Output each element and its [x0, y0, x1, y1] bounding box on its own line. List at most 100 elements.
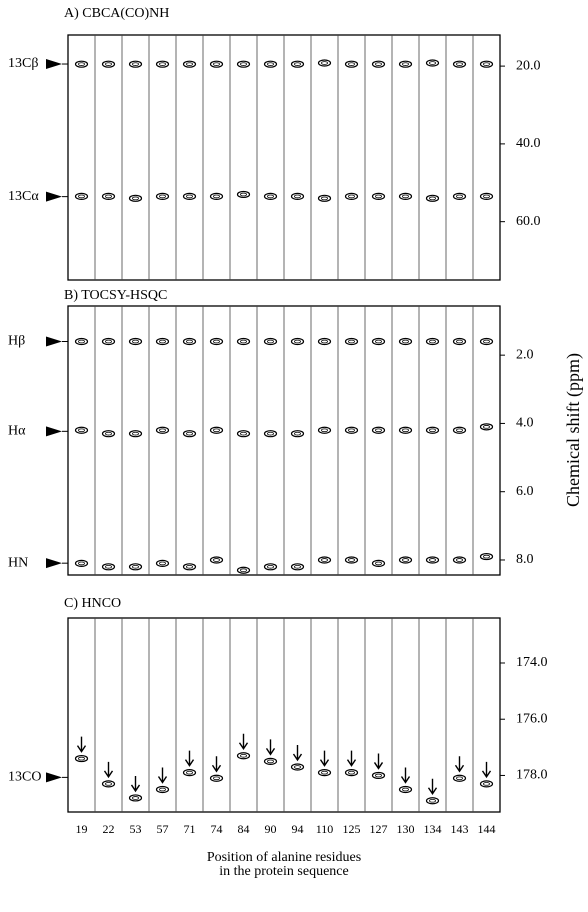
- x-tick-label: 22: [103, 822, 115, 836]
- peak: [184, 61, 196, 67]
- peak-core: [349, 195, 355, 198]
- peak-core: [79, 429, 85, 432]
- peak-core: [295, 63, 301, 66]
- x-axis-label: Position of alanine residues: [207, 850, 361, 865]
- peak: [346, 61, 358, 67]
- peak: [346, 193, 358, 199]
- peak-arrow: [105, 762, 113, 777]
- peak: [400, 557, 412, 563]
- peak-core: [376, 195, 382, 198]
- peak: [481, 339, 493, 345]
- peak: [157, 193, 169, 199]
- peak: [292, 431, 304, 437]
- peak: [103, 339, 115, 345]
- peak-arrow: [483, 762, 491, 777]
- peak-core: [403, 340, 409, 343]
- peak-core: [295, 565, 301, 568]
- peak-core: [214, 559, 220, 562]
- peak-core: [322, 340, 328, 343]
- peak: [292, 339, 304, 345]
- peak: [454, 557, 466, 563]
- peak-core: [430, 62, 436, 65]
- atom-label: HN: [8, 555, 28, 570]
- peak-arrow: [456, 756, 464, 771]
- peak: [130, 339, 142, 345]
- y-tick-label: 8.0: [516, 552, 534, 567]
- peak-core: [457, 195, 463, 198]
- peak: [373, 61, 385, 67]
- peak: [481, 193, 493, 199]
- peak-core: [295, 340, 301, 343]
- peak: [184, 770, 196, 776]
- peak-arrow: [375, 753, 383, 768]
- peak: [76, 193, 88, 199]
- atom-label: Hα: [8, 424, 26, 439]
- peak: [400, 61, 412, 67]
- y-tick-label: 176.0: [516, 711, 548, 726]
- peak: [238, 339, 250, 345]
- peak: [157, 61, 169, 67]
- peak: [373, 772, 385, 778]
- peak-core: [484, 555, 490, 558]
- peak-core: [457, 340, 463, 343]
- peak-arrow: [213, 756, 221, 771]
- y-tick-label: 20.0: [516, 58, 541, 73]
- peak-core: [214, 340, 220, 343]
- peak: [103, 781, 115, 787]
- atom-pointer: [46, 426, 62, 436]
- peak-core: [79, 757, 85, 760]
- peak: [400, 193, 412, 199]
- peak-core: [295, 195, 301, 198]
- peak: [265, 339, 277, 345]
- peak-core: [376, 774, 382, 777]
- atom-pointer: [46, 772, 62, 782]
- peak: [103, 564, 115, 570]
- peak-core: [79, 562, 85, 565]
- peak: [373, 193, 385, 199]
- x-tick-label: 125: [343, 822, 361, 836]
- peak: [319, 427, 331, 433]
- peak-arrow: [267, 739, 275, 754]
- peak: [157, 427, 169, 433]
- peak: [130, 195, 142, 201]
- peak: [400, 787, 412, 793]
- peak-core: [133, 63, 139, 66]
- peak-core: [241, 193, 247, 196]
- peak-core: [376, 429, 382, 432]
- atom-pointer: [46, 59, 62, 69]
- peak: [427, 798, 439, 804]
- peak-core: [349, 340, 355, 343]
- peak-core: [430, 429, 436, 432]
- peak-core: [160, 63, 166, 66]
- peak-core: [79, 63, 85, 66]
- peak-core: [214, 429, 220, 432]
- peak: [292, 564, 304, 570]
- peak-core: [484, 63, 490, 66]
- peak-core: [430, 799, 436, 802]
- x-tick-label: 134: [424, 822, 442, 836]
- peak-core: [322, 197, 328, 200]
- peak: [319, 770, 331, 776]
- peak: [157, 339, 169, 345]
- peak-core: [430, 197, 436, 200]
- peak: [211, 557, 223, 563]
- peak: [265, 61, 277, 67]
- peak-core: [106, 195, 112, 198]
- peak: [184, 431, 196, 437]
- peak: [265, 758, 277, 764]
- x-tick-label: 74: [211, 822, 223, 836]
- peak-core: [241, 63, 247, 66]
- x-tick-label: 130: [397, 822, 415, 836]
- peak-core: [484, 425, 490, 428]
- peak-core: [349, 771, 355, 774]
- peak-core: [295, 432, 301, 435]
- peak: [346, 339, 358, 345]
- peak-core: [322, 771, 328, 774]
- peak-core: [160, 340, 166, 343]
- peak-core: [133, 197, 139, 200]
- peak: [454, 775, 466, 781]
- peak-core: [214, 195, 220, 198]
- peak: [481, 781, 493, 787]
- peak-core: [241, 432, 247, 435]
- peak: [238, 753, 250, 759]
